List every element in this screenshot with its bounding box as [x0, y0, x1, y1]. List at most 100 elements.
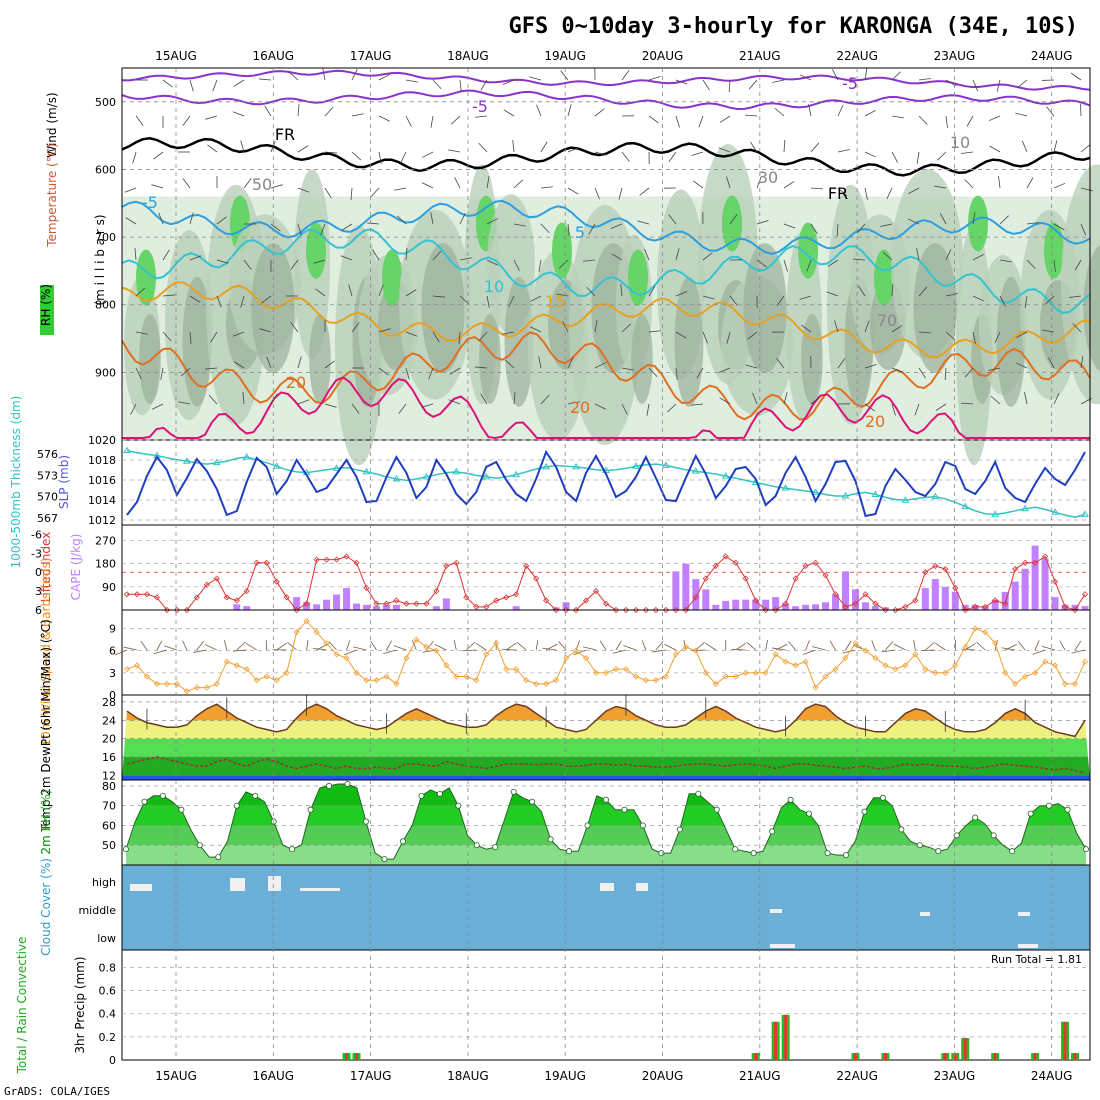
upper-wind-barb: [486, 176, 490, 189]
upper-wind-barb: [504, 359, 515, 369]
isotherm-minus5-upper: [121, 69, 1091, 91]
thickness-slp-plot: 1012 1014 1016 1018 1020 567 570 573 576: [37, 434, 1090, 527]
rh-point: [990, 832, 997, 839]
upper-wind-barb: [1016, 331, 1028, 338]
wind10m-barb: [641, 640, 647, 651]
lifted-index-point: [1022, 559, 1029, 566]
rh-region-saturated: [1044, 222, 1064, 279]
upper-wind-barb: [891, 71, 901, 81]
upper-wind-barb: [745, 364, 758, 369]
lifted-index-point: [632, 606, 640, 614]
lifted-index-point: [932, 562, 939, 569]
lifted-index-point: [802, 562, 809, 569]
wind10m-speed-point: [433, 647, 440, 654]
upper-wind-barb: [266, 356, 272, 369]
upper-wind-barb: [994, 331, 1001, 344]
upper-wind-barb: [864, 187, 868, 200]
upper-wind-barb: [207, 144, 218, 153]
lifted-index-point: [273, 578, 280, 585]
ylabel-thickness: 1000-500mb Thickness (dm): [9, 396, 23, 569]
cloud-panel: high middle low Cloud Cover (%): [39, 858, 1091, 956]
upper-wind-barb: [478, 331, 488, 342]
rh-point: [1027, 810, 1034, 817]
wind10m-barb: [615, 640, 622, 651]
lifted-index-point: [173, 606, 180, 614]
wind10m-barb: [965, 642, 976, 651]
wind10m-barb: [976, 641, 986, 651]
precip-convective-bar: [953, 1053, 957, 1060]
wind10m-speed-point: [223, 658, 230, 665]
wind10m-speed-point: [343, 654, 350, 662]
upper-wind-barb: [182, 178, 191, 189]
wind10m-speed-point: [333, 651, 340, 658]
lifted-index-point: [652, 606, 659, 614]
upper-wind-barb: [783, 140, 786, 153]
cape-bar: [1081, 606, 1089, 610]
date-label-top: 15AUG: [155, 49, 197, 63]
wind10m-speed-point: [782, 658, 789, 665]
upper-wind-barb: [378, 367, 389, 376]
upper-wind-barb: [594, 362, 606, 369]
wind10m-barb: [344, 649, 357, 656]
upper-wind-barb: [999, 259, 1012, 263]
upper-wind-barb: [1045, 295, 1055, 305]
upper-wind-barb: [430, 212, 434, 225]
wind10m-barb: [935, 642, 946, 651]
upper-wind-barb: [891, 325, 903, 333]
slp-line: [126, 449, 1086, 518]
lifted-index-point: [453, 559, 460, 566]
rh-point: [1083, 846, 1090, 853]
upper-wind-barb: [243, 259, 252, 270]
wind10m-barb: [1074, 640, 1082, 651]
wind-tick-label: 9: [109, 622, 116, 635]
upper-wind-barb: [538, 356, 542, 369]
upper-wind-barb: [644, 248, 650, 261]
upper-wind-barb: [351, 322, 360, 333]
upper-wind-barb: [1021, 140, 1028, 153]
lifted-index-point: [543, 597, 550, 604]
upper-wind-barb: [1080, 187, 1093, 192]
upper-wind-barb: [594, 151, 607, 156]
upper-air-panel: -5 -5 FR FR -5 5 10 15 20 20 20 50 30 70 10 500 600 700 8…: [39, 67, 1100, 466]
cape-bar: [343, 588, 351, 610]
upper-wind-barb: [693, 180, 704, 189]
lifted-index-point: [533, 575, 540, 582]
upper-wind-barb: [776, 358, 785, 369]
upper-wind-barb: [153, 151, 164, 160]
upper-wind-barb: [432, 295, 445, 298]
lifted-index-point: [762, 606, 769, 614]
upper-wind-barb: [972, 295, 985, 302]
upper-wind-barb: [806, 259, 812, 272]
upper-wind-barb: [232, 111, 245, 117]
rh-region-saturated: [628, 249, 648, 306]
rh-point: [713, 806, 720, 813]
upper-wind-barb: [1053, 392, 1060, 405]
upper-wind-barb: [540, 394, 550, 405]
wind10m-barb: [735, 642, 747, 651]
lifted-index-point: [333, 556, 340, 563]
rh-region-saturated: [382, 249, 402, 306]
wind10m-speed-point: [123, 666, 131, 673]
rh-point: [1046, 802, 1053, 809]
wind10m-barb: [881, 649, 896, 653]
rh-point: [1064, 806, 1071, 813]
precip-convective-bar: [355, 1053, 359, 1060]
upper-wind-barb: [752, 392, 758, 405]
contour-labels: -5 -5 FR FR -5 5 10 15 20 20 20 50 30 70 10: [142, 74, 970, 431]
lifted-index-point: [692, 594, 699, 601]
upper-wind-barb: [668, 151, 677, 162]
wind10m-speed-point: [303, 618, 310, 625]
lifted-index-point: [712, 562, 719, 569]
wind10m-barb: [765, 640, 769, 651]
rh-point: [916, 842, 923, 849]
wind10m-barb: [805, 640, 810, 651]
wind10m-speed-point: [852, 640, 859, 647]
upper-wind-barb: [216, 259, 229, 264]
wind10m-barb: [287, 642, 297, 651]
thickness-tick-label: 570: [37, 491, 58, 504]
li-tick-label: 0: [35, 566, 42, 579]
upper-wind-barb: [908, 187, 920, 194]
upper-wind-barb: [594, 108, 605, 117]
upper-wind-barb: [556, 293, 569, 297]
wind10m-speed-point: [822, 673, 829, 680]
